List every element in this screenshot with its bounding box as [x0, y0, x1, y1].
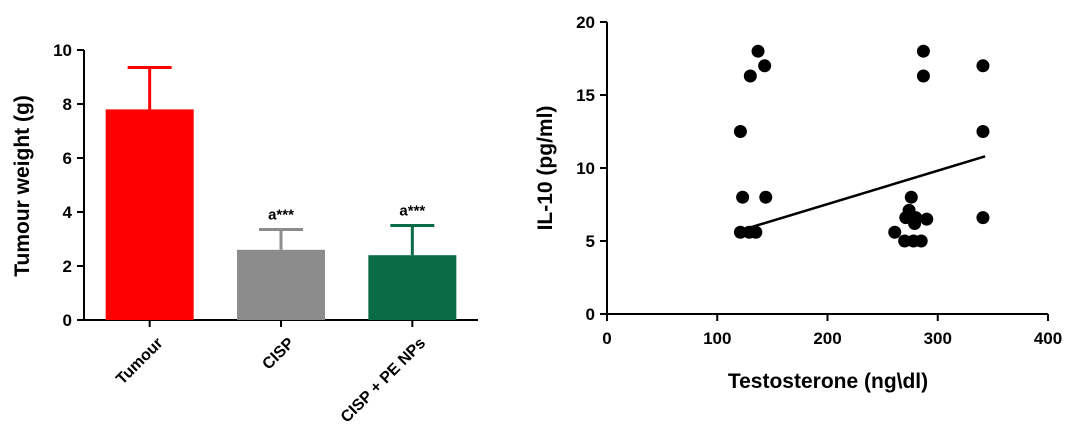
bar-y-tick-label: 10 — [53, 41, 72, 60]
bar-y-tick-label: 8 — [63, 95, 72, 114]
scatter-chart: IL-10 (pg/ml) Testosterone (ng\dl) 0 5 10 1… — [534, 13, 1062, 393]
bar — [237, 249, 325, 320]
significance-label: a*** — [399, 203, 425, 220]
scatter-point — [888, 225, 902, 239]
scatter-point — [908, 216, 922, 230]
scatter-point — [916, 44, 930, 58]
bar-chart: Tumour weight (g) 0 2 4 6 8 10 Tumour CISP CISP… — [11, 41, 478, 426]
bar — [105, 109, 194, 321]
scatter-point — [976, 59, 990, 73]
scatter-y-tick-label: 5 — [586, 232, 595, 251]
bar-y-tick-label: 4 — [63, 203, 73, 222]
scatter-x-tick-label: 0 — [602, 329, 611, 348]
scatter-point — [914, 234, 928, 248]
scatter-x-axis-title: Testosterone (ng\dl) — [728, 370, 928, 393]
scatter-point — [976, 125, 990, 138]
scatter-x-tick-label: 400 — [1034, 329, 1062, 348]
scatter-point — [751, 44, 765, 58]
scatter-point — [743, 69, 757, 83]
bar-y-axis-title: Tumour weight (g) — [11, 95, 34, 277]
scatter-point — [749, 225, 763, 239]
scatter-x-tick-label: 300 — [924, 329, 952, 348]
scatter-y-tick-label: 10 — [576, 159, 595, 178]
scatter-y-tick-label: 20 — [576, 13, 595, 32]
bar-marks: a*** a*** — [105, 66, 457, 321]
scatter-point — [920, 212, 934, 226]
bar-y-tick-label: 0 — [63, 311, 72, 330]
scatter-point — [916, 69, 930, 83]
scatter-x-tick-label: 100 — [703, 329, 731, 348]
bar-y-axis: 0 2 4 6 8 10 — [53, 41, 85, 330]
bar-y-tick-label: 6 — [63, 149, 72, 168]
bar-category-label: CISP — [259, 335, 298, 374]
scatter-y-tick-label: 0 — [586, 305, 595, 324]
scatter-point — [733, 125, 747, 138]
significance-label: a*** — [268, 207, 294, 224]
scatter-point — [736, 190, 750, 204]
scatter-x-tick-label: 200 — [813, 329, 841, 348]
scatter-y-axis-title: IL-10 (pg/ml) — [534, 106, 557, 231]
regression-line — [738, 155, 986, 232]
scatter-point — [758, 59, 772, 73]
bar — [368, 255, 457, 320]
scatter-y-tick-label: 15 — [576, 86, 595, 105]
bar-category-label: CISP + PE NPs — [338, 335, 429, 426]
scatter-marks — [733, 44, 990, 248]
bar-y-tick-label: 2 — [63, 257, 72, 276]
scatter-point — [904, 190, 918, 204]
scatter-point — [976, 211, 990, 225]
bar-category-label: Tumour — [113, 335, 166, 388]
bar-x-axis: Tumour CISP CISP + PE NPs — [84, 319, 478, 426]
scatter-point — [759, 190, 773, 204]
